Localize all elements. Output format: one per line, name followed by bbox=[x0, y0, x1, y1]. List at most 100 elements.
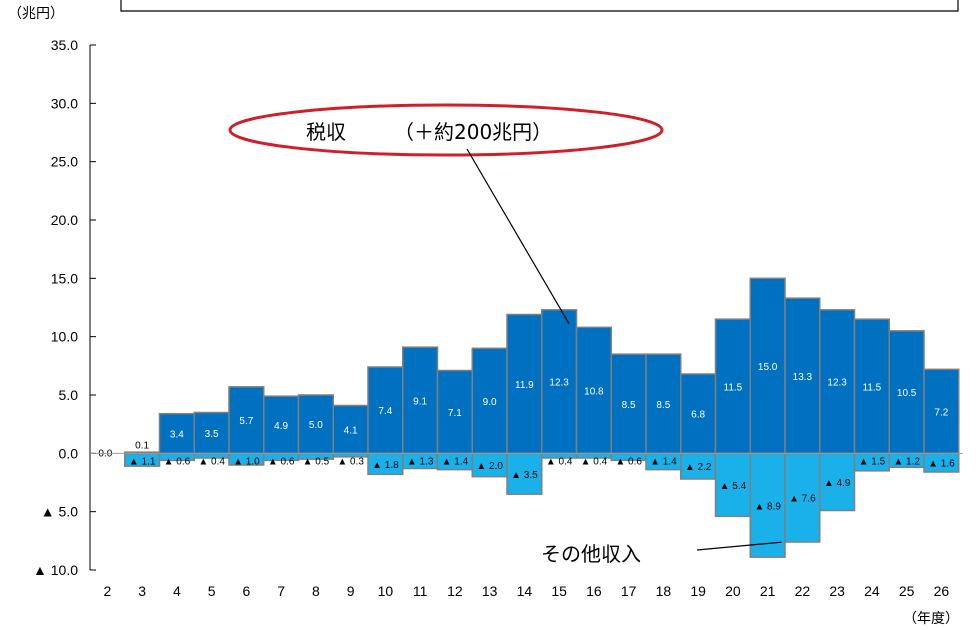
other-income-data-label: ▲ 0.6 bbox=[164, 456, 191, 467]
other-income-bar bbox=[784, 452, 821, 543]
x-tick-label: 25 bbox=[899, 583, 915, 599]
x-tick-label: 19 bbox=[690, 583, 706, 599]
tax-revenue-data-label: 4.9 bbox=[274, 421, 288, 432]
x-tick-label: 21 bbox=[760, 583, 776, 599]
x-unit-label: （年度） bbox=[903, 611, 959, 627]
x-tick-label: 3 bbox=[138, 583, 146, 599]
tax-revenue-data-label: 7.4 bbox=[378, 406, 392, 417]
x-tick-label: 7 bbox=[277, 583, 285, 599]
tax-annotation-leader bbox=[466, 148, 570, 325]
other-income-data-label: ▲ 5.4 bbox=[720, 481, 747, 492]
x-tick-label: 6 bbox=[242, 583, 250, 599]
x-tick-label: 20 bbox=[725, 583, 741, 599]
tax-revenue-data-label: 3.4 bbox=[170, 430, 184, 441]
other-annotation-label: その他収入 bbox=[541, 542, 641, 566]
tax-revenue-bar bbox=[714, 318, 751, 455]
y-axis: 35.0 30.0 25.0 20.0 15.0 10.0 5.0 0.0 ▲ 5.0 ▲ 10.… bbox=[33, 37, 96, 578]
tax-revenue-data-label: 0.1 bbox=[135, 440, 149, 451]
other-income-data-label: ▲ 0.6 bbox=[615, 456, 642, 467]
tax-revenue-data-label: 9.0 bbox=[483, 397, 497, 408]
tax-revenue-bar bbox=[923, 368, 960, 455]
other-income-data-label: ▲ 7.6 bbox=[789, 494, 816, 505]
data-labels: 0.00.13.4 3.55.7 4.9 5.0 4.17.49.17.19.011.9… bbox=[98, 362, 955, 512]
x-tick-label: 4 bbox=[173, 583, 181, 599]
y-tick-label: 25.0 bbox=[51, 154, 78, 170]
tax-revenue-data-label: 5.0 bbox=[309, 420, 323, 431]
tax-revenue-data-label: 5.7 bbox=[239, 416, 253, 427]
other-income-data-label: ▲ 1.2 bbox=[893, 456, 920, 467]
x-tick-label: 8 bbox=[312, 583, 320, 599]
tax-revenue-data-label: 8.5 bbox=[622, 400, 636, 411]
other-income-data-label: ▲ 1.4 bbox=[442, 456, 469, 467]
tax-revenue-bar bbox=[402, 346, 439, 455]
tax-revenue-data-label: 9.1 bbox=[413, 396, 427, 407]
tax-revenue-data-label: 12.3 bbox=[827, 378, 847, 389]
tax-revenue-data-label: 11.5 bbox=[863, 382, 882, 393]
tax-revenue-bar bbox=[263, 395, 300, 455]
tax-revenue-bar bbox=[819, 309, 856, 455]
x-tick-label: 9 bbox=[347, 583, 355, 599]
other-income-bars bbox=[124, 452, 960, 558]
tax-revenue-data-label: 7.2 bbox=[934, 407, 948, 418]
other-income-data-label: ▲ 1.3 bbox=[407, 456, 434, 467]
y-tick-label: 10.0 bbox=[51, 329, 78, 345]
tax-revenue-data-label: 11.5 bbox=[724, 382, 743, 393]
other-income-data-label: ▲ 2.2 bbox=[685, 462, 712, 473]
top-frame bbox=[120, 0, 959, 12]
other-income-data-label: ▲ 1.1 bbox=[129, 456, 156, 467]
y-tick-label: 15.0 bbox=[51, 270, 78, 286]
other-income-data-label: ▲ 1.8 bbox=[372, 460, 399, 471]
tax-annotation-ellipse bbox=[228, 103, 664, 157]
y-unit-label: （兆円） bbox=[8, 6, 64, 22]
other-income-data-label: ▲ 8.9 bbox=[754, 501, 781, 512]
tax-revenue-data-label: 13.3 bbox=[793, 372, 813, 383]
x-tick-label: 14 bbox=[517, 583, 533, 599]
y-tick-label: 5.0 bbox=[59, 387, 79, 403]
x-tick-label: 12 bbox=[447, 583, 463, 599]
x-tick-label: 2 bbox=[103, 583, 111, 599]
other-income-data-label: ▲ 1.6 bbox=[928, 459, 955, 470]
y-tick-label: 0.0 bbox=[59, 445, 79, 461]
other-annotation-leader bbox=[696, 541, 782, 551]
x-tick-label: 26 bbox=[934, 583, 950, 599]
x-tick-label: 15 bbox=[551, 583, 567, 599]
other-income-data-label: ▲ 0.3 bbox=[337, 456, 364, 467]
x-tick-label: 13 bbox=[482, 583, 498, 599]
tax-revenue-data-label: 3.5 bbox=[205, 429, 219, 440]
other-income-bar bbox=[506, 452, 543, 495]
x-tick-label: 24 bbox=[864, 583, 880, 599]
other-income-data-label: ▲ 1.4 bbox=[650, 456, 677, 467]
tax-revenue-data-label: 10.5 bbox=[897, 388, 917, 399]
other-income-bar bbox=[749, 452, 786, 558]
tax-revenue-bar bbox=[749, 277, 786, 455]
x-tick-label: 23 bbox=[829, 583, 845, 599]
other-income-data-label: ▲ 4.9 bbox=[824, 478, 851, 489]
y-tick-label: ▲ 5.0 bbox=[41, 504, 78, 520]
x-tick-label: 18 bbox=[656, 583, 672, 599]
tax-revenue-data-label: 11.9 bbox=[515, 380, 534, 391]
tax-revenue-bar bbox=[158, 412, 195, 455]
x-tick-label: 5 bbox=[208, 583, 216, 599]
x-tick-label: 16 bbox=[586, 583, 602, 599]
x-tick-label: 11 bbox=[413, 583, 428, 599]
other-income-data-label: ▲ 3.5 bbox=[511, 470, 538, 481]
other-income-data-label: ▲ 2.0 bbox=[476, 461, 503, 472]
other-income-data-label: ▲ 0.4 bbox=[546, 456, 573, 467]
tax-revenue-bar bbox=[471, 347, 508, 455]
tax-revenue-bar bbox=[888, 330, 925, 455]
tax-revenue-data-label: 15.0 bbox=[758, 362, 778, 373]
tax-annotation-label: 税収 bbox=[306, 120, 346, 144]
tax-revenue-data-label: 8.5 bbox=[656, 400, 670, 411]
y-tick-label: 35.0 bbox=[51, 37, 78, 53]
y-tick-label: 20.0 bbox=[51, 212, 78, 228]
other-income-data-label: ▲ 1.5 bbox=[859, 456, 886, 467]
tax-annotation-sublabel: （＋約200兆円） bbox=[394, 120, 552, 144]
tax-revenue-data-label: 7.1 bbox=[448, 408, 462, 419]
tax-revenue-data-label: 4.1 bbox=[344, 425, 358, 436]
tax-revenue-data-label: 10.8 bbox=[584, 386, 604, 397]
y-tick-label: ▲ 10.0 bbox=[33, 562, 78, 578]
other-income-data-label: ▲ 1.0 bbox=[233, 456, 260, 467]
tax-revenue-data-label: 12.3 bbox=[549, 378, 569, 389]
x-tick-label: 17 bbox=[621, 583, 637, 599]
